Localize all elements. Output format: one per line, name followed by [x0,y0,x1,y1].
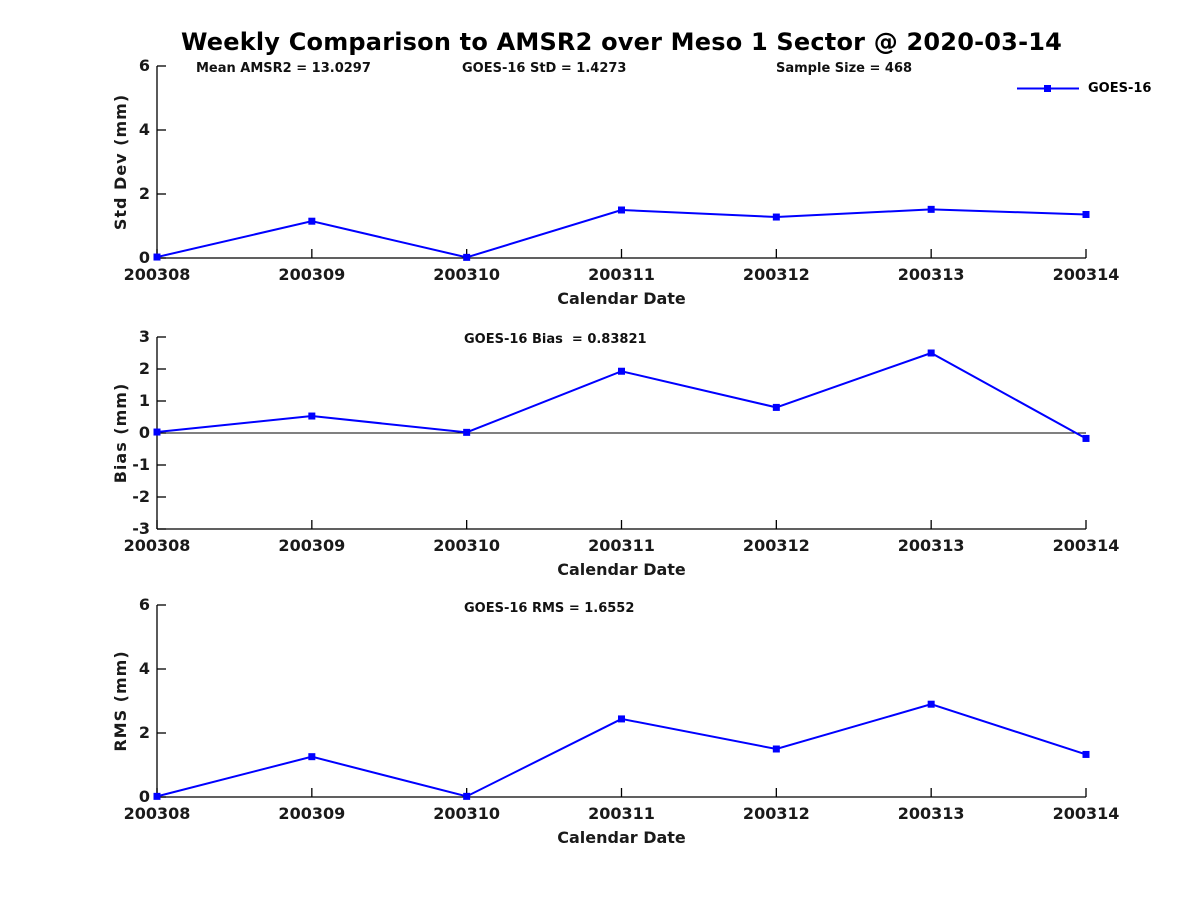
stddev-y-tick-label: 6 [138,56,150,75]
stddev-x-tick-label: 200309 [278,265,346,284]
rms-goes16-marker [1082,750,1090,758]
rms-goes16-marker [927,700,935,708]
bias-x-tick-label: 200309 [278,536,346,555]
rms-x-tick-label: 200310 [433,804,501,823]
stddev-goes16-marker [463,253,471,261]
rms-goes16-marker [308,753,316,761]
stddev-x-tick-label: 200308 [123,265,191,284]
bias-y-tick-label: 1 [138,391,150,410]
bias-x-tick-label: 200314 [1052,536,1120,555]
rms-y-tick-label: 2 [138,723,150,742]
sample-size-annotation: Sample Size = 468 [776,61,913,76]
bias-goes16-marker [927,349,935,357]
stddev-y-tick-label: 4 [138,120,150,139]
bias-goes16-marker [153,428,161,436]
rms-x-tick-label: 200309 [278,804,346,823]
stddev-x-tick-label: 200314 [1052,265,1120,284]
stddev-goes16-marker [153,253,161,261]
bias-x-tick-label: 200308 [123,536,191,555]
legend-series-label: GOES-16 [1088,81,1152,96]
rms-y-axis-label: RMS (mm) [111,650,130,752]
stddev-y-axis-label: Std Dev (mm) [111,93,130,231]
bias-goes16-marker [308,412,316,420]
bias-y-tick-label: -2 [132,487,150,506]
bias-y-tick-label: 0 [138,423,150,442]
stddev-x-axis-label: Calendar Date [557,289,686,308]
rms-x-tick-label: 200311 [588,804,655,823]
figure-title: Weekly Comparison to AMSR2 over Meso 1 S… [180,28,1063,56]
rms-goes16-marker [618,715,625,723]
rms-goes16-marker [153,792,161,800]
rms-x-tick-label: 200312 [742,804,810,823]
rms-y-tick-label: 0 [138,787,150,806]
stddev-goes16-marker [618,206,625,214]
stddev-x-tick-label: 200311 [588,265,655,284]
bias-goes16-line [156,351,1087,440]
stddev-goes16-marker [927,205,935,213]
rms-goes16-marker [463,792,471,800]
stddev-x-tick-label: 200312 [742,265,810,284]
bias-y-tick-label: 2 [138,359,150,378]
mean-amsr2-annotation: Mean AMSR2 = 13.0297 [196,61,371,76]
bias-y-tick-label: -1 [132,455,150,474]
rms-x-tick-label: 200314 [1052,804,1120,823]
bias-goes16-marker [463,428,471,436]
bias-subplot-title: GOES-16 Bias = 0.83821 [464,332,647,347]
stddev-goes16-marker [308,217,316,225]
rms-plot [153,604,1090,800]
stddev-plot [153,65,1090,261]
stddev-x-tick-label: 200313 [897,265,965,284]
legend: GOES-16 [1016,80,1151,97]
rms-y-tick-label: 4 [138,659,150,678]
bias-goes16-marker [772,403,780,411]
bias-goes16-marker [1082,434,1090,442]
bias-x-axis-label: Calendar Date [557,560,686,579]
rms-goes16-marker [772,745,780,753]
rms-subplot-title: GOES-16 RMS = 1.6552 [464,601,635,616]
stddev-goes16-marker [772,213,780,221]
stddev-x-tick-label: 200310 [433,265,501,284]
bias-x-tick-label: 200311 [588,536,655,555]
stddev-goes16-marker [1082,210,1090,218]
rms-x-tick-label: 200308 [123,804,191,823]
bias-x-tick-label: 200313 [897,536,965,555]
bias-plot [153,336,1090,530]
stddev-y-tick-label: 0 [138,248,150,267]
bias-y-tick-label: 3 [138,327,150,346]
bias-y-tick-label: -3 [132,519,150,538]
legend-line-marker-icon [1017,85,1079,92]
rms-y-tick-label: 6 [138,595,150,614]
bias-x-tick-label: 200312 [742,536,810,555]
bias-x-tick-label: 200310 [433,536,501,555]
goes16-std-annotation: GOES-16 StD = 1.4273 [462,61,627,76]
bias-goes16-marker [618,367,625,375]
rms-x-tick-label: 200313 [897,804,965,823]
rms-x-axis-label: Calendar Date [557,828,686,847]
stddev-y-tick-label: 2 [138,184,150,203]
